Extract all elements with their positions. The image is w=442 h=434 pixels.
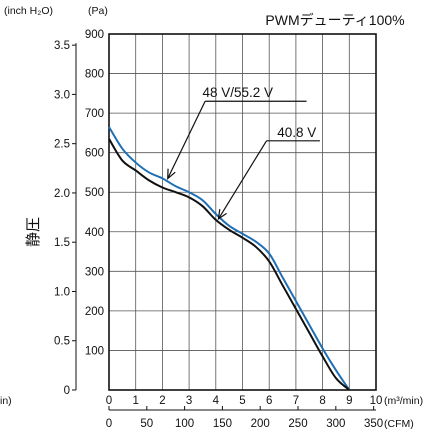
annotation-leader bbox=[167, 100, 206, 179]
x-tick-label-cfm: 350 bbox=[364, 418, 383, 430]
x-tick-label-cfm: 50 bbox=[140, 418, 153, 430]
tick-layer: 9008007006005004003002001003.53.02.52.01… bbox=[54, 29, 383, 430]
y-unit-pa: (Pa) bbox=[88, 5, 108, 17]
x-tick-label-cfm: 100 bbox=[175, 418, 194, 430]
y-tick-label-inch: 3.5 bbox=[54, 40, 70, 52]
chart-title: PWMデューティ100% bbox=[265, 12, 404, 28]
y-tick-label-pa: 100 bbox=[85, 345, 104, 357]
annotation-leader bbox=[217, 140, 268, 220]
x-tick-label-cfm: 200 bbox=[251, 418, 270, 430]
y-axis-label: 静圧 bbox=[25, 217, 42, 247]
x-tick-label-cfm: 150 bbox=[213, 418, 232, 430]
y-tick-label-inch: 0 bbox=[64, 385, 70, 397]
x-tick-label-m3: 8 bbox=[319, 395, 325, 407]
annotation-label: 40.8 V bbox=[277, 125, 316, 140]
y-tick-label-pa: 900 bbox=[85, 29, 104, 41]
annotation-arrowhead bbox=[167, 168, 176, 180]
x-tick-label-m3: 10 bbox=[370, 395, 383, 407]
cropped-left-label: in) bbox=[0, 395, 12, 407]
x-tick-label-m3: 5 bbox=[239, 395, 245, 407]
x-tick-label-m3: 4 bbox=[213, 395, 220, 407]
y-tick-label-pa: 800 bbox=[85, 69, 104, 81]
x-tick-label-m3: 1 bbox=[132, 395, 138, 407]
y-tick-label-inch: 1.5 bbox=[54, 237, 70, 249]
y-tick-label-pa: 500 bbox=[85, 187, 104, 199]
annotation-label: 48 V/55.2 V bbox=[202, 85, 273, 100]
x-tick-label-cfm: 300 bbox=[326, 418, 345, 430]
grid-layer bbox=[109, 34, 376, 390]
x-tick-label-cfm: 250 bbox=[288, 418, 307, 430]
x-unit-m3: (m³/min) bbox=[384, 395, 423, 407]
plot-frame bbox=[108, 33, 377, 391]
y-tick-label-inch: 2.0 bbox=[54, 188, 70, 200]
y-tick-label-inch: 1.0 bbox=[54, 286, 70, 298]
x-tick-label-m3: 0 bbox=[106, 395, 112, 407]
x-tick-label-cfm: 0 bbox=[106, 418, 112, 430]
x-tick-label-m3: 3 bbox=[186, 395, 192, 407]
y-tick-label-pa: 300 bbox=[85, 266, 104, 278]
y-tick-label-pa: 400 bbox=[85, 227, 104, 239]
annotation-layer: 48 V/55.2 V 40.8 V bbox=[167, 85, 320, 221]
x-unit-cfm: (CFM) bbox=[384, 418, 414, 430]
series-line-40v bbox=[108, 138, 350, 391]
series-line-48v-55v bbox=[108, 126, 351, 391]
annotation-arrowhead bbox=[217, 209, 227, 221]
y-tick-label-pa: 600 bbox=[85, 148, 104, 160]
x-tick-label-m3: 7 bbox=[293, 395, 299, 407]
y-tick-label-inch: 3.0 bbox=[54, 89, 70, 101]
y-tick-label-pa: 700 bbox=[85, 108, 104, 120]
series-layer bbox=[108, 126, 351, 391]
y-tick-label-inch: 0.5 bbox=[54, 336, 70, 348]
y-unit-inch: (inch H₂O) bbox=[4, 5, 53, 17]
y-tick-label-pa: 200 bbox=[85, 306, 104, 318]
x-tick-label-m3: 2 bbox=[159, 395, 165, 407]
y-tick-label-inch: 2.5 bbox=[54, 139, 70, 151]
x-tick-label-m3: 9 bbox=[346, 395, 352, 407]
x-tick-label-m3: 6 bbox=[266, 395, 272, 407]
